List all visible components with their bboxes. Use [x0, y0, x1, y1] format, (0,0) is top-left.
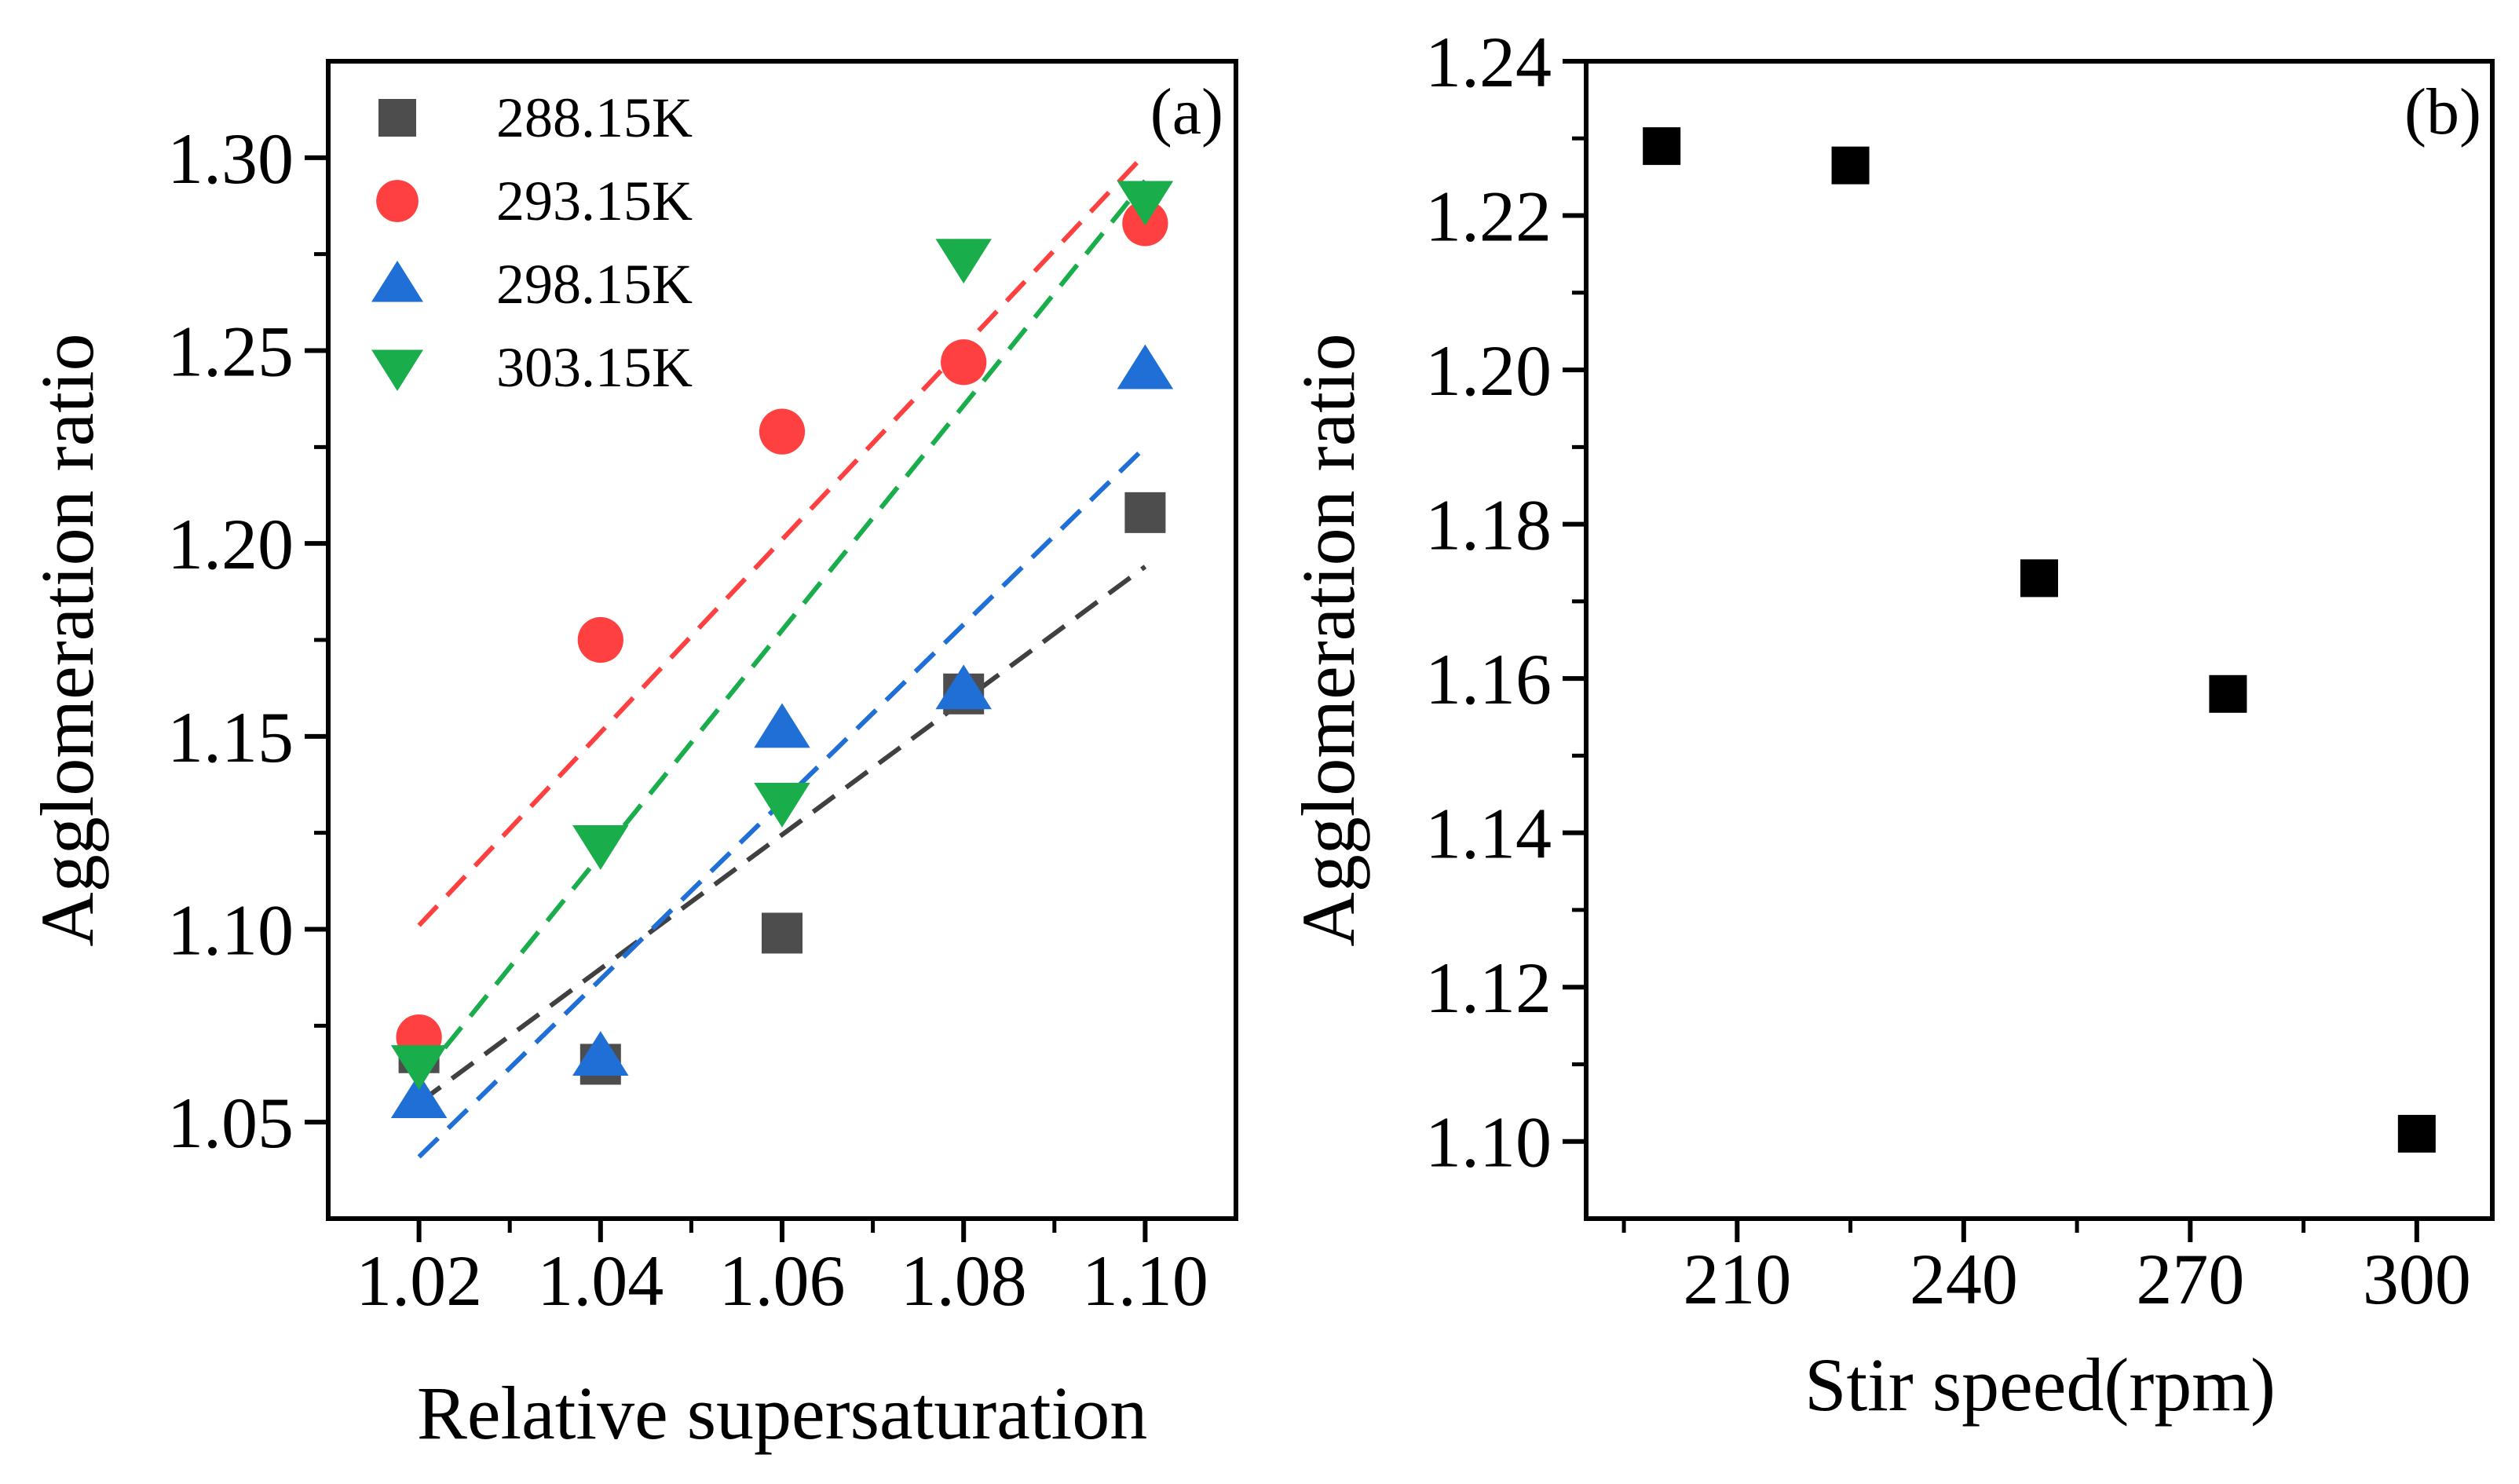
x-tick-label: 210	[1683, 1239, 1791, 1319]
data-point-288.15K	[762, 912, 802, 954]
ticks-a: 1.02 1.04 1.06 1.08 1.10 1.05 1.10 1.15 1.20 1.25…	[167, 119, 1208, 1321]
panel-label-b: (b)	[2404, 75, 2481, 148]
legend-marker-288.15K	[378, 99, 416, 137]
data-point-298.15K	[754, 703, 810, 748]
y-axis-label-a: Agglomeration ratio	[25, 333, 109, 946]
chart-panel-a: 1.02 1.04 1.06 1.08 1.10 1.05 1.10 1.15 1.20 1.25…	[25, 59, 1238, 1455]
legend-label: 293.15K	[496, 170, 693, 232]
panel-label-a: (a)	[1150, 75, 1223, 148]
y-tick-label: 1.05	[167, 1083, 294, 1163]
y-tick-label: 1.10	[1425, 1102, 1552, 1182]
chart-panel-b: 210 240 270 300 1.10 1.12 1.14 1.16 1.18 1.20 1.22…	[1286, 22, 2495, 1427]
y-tick-label: 1.25	[167, 312, 294, 392]
y-tick-label: 1.30	[167, 119, 294, 199]
y-tick-label: 1.15	[167, 697, 294, 777]
data-point-293.15K	[577, 616, 623, 663]
data-point-298.15K	[390, 1073, 448, 1119]
data-point-298.15K	[935, 664, 992, 710]
y-tick-label: 1.24	[1425, 22, 1552, 102]
x-tick-label: 1.06	[719, 1241, 846, 1321]
data-point-303.15K	[390, 1045, 448, 1090]
data-point-298.15K	[572, 1031, 629, 1076]
x-tick-label: 1.10	[1082, 1241, 1208, 1321]
data-point-298.15K	[1117, 344, 1174, 389]
y-tick-label: 1.16	[1425, 639, 1552, 719]
data-point-303.15K	[754, 782, 810, 828]
x-tick-label: 270	[2136, 1239, 2244, 1319]
x-axis-label-a: Relative supersaturation	[417, 1371, 1147, 1455]
x-tick-label: 300	[2363, 1239, 2471, 1319]
y-tick-label: 1.12	[1425, 948, 1552, 1028]
y-tick-label: 1.14	[1425, 794, 1552, 874]
data-point-293.15K	[941, 339, 987, 386]
data-point	[1831, 146, 1870, 185]
ticks-b: 210 240 270 300 1.10 1.12 1.14 1.16 1.18 1.20 1.22…	[1425, 22, 2471, 1319]
x-tick-label: 240	[1910, 1239, 2018, 1319]
x-tick-label: 1.02	[356, 1241, 482, 1321]
legend: 288.15K 293.15K 298.15K 303.15K	[371, 86, 693, 399]
legend-marker-293.15K	[376, 180, 419, 222]
fit-line-303.15K	[417, 179, 1147, 1082]
y-tick-label: 1.22	[1425, 177, 1552, 257]
data-point-303.15K	[1117, 181, 1174, 226]
plot-frame-b	[1584, 59, 2495, 1221]
x-tick-label: 1.04	[537, 1241, 664, 1321]
fit-line-288.15K	[417, 565, 1147, 1106]
legend-label: 298.15K	[496, 253, 693, 316]
fit-line-293.15K	[417, 152, 1147, 927]
y-tick-label: 1.20	[1425, 331, 1552, 411]
data-point-288.15K	[1124, 492, 1166, 533]
data-point	[2020, 559, 2058, 598]
markers-a	[390, 181, 1174, 1119]
y-tick-label: 1.10	[167, 890, 294, 970]
data-point	[2209, 674, 2247, 713]
legend-marker-303.15K	[371, 349, 423, 391]
legend-label: 288.15K	[496, 86, 693, 149]
data-point-303.15K	[572, 825, 629, 870]
data-point-303.15K	[935, 239, 992, 284]
data-point	[2397, 1114, 2436, 1153]
data-point	[1643, 127, 1681, 166]
legend-label: 303.15K	[496, 336, 693, 399]
y-tick-label: 1.18	[1425, 485, 1552, 565]
markers-b	[1643, 127, 2436, 1153]
legend-marker-298.15K	[371, 261, 423, 302]
y-tick-label: 1.20	[167, 504, 294, 584]
x-axis-label-b: Stir speed(rpm)	[1804, 1343, 2276, 1427]
data-point-293.15K	[759, 408, 806, 455]
x-tick-label: 1.08	[901, 1241, 1027, 1321]
y-axis-label-b: Agglomeration ratio	[1286, 333, 1370, 946]
